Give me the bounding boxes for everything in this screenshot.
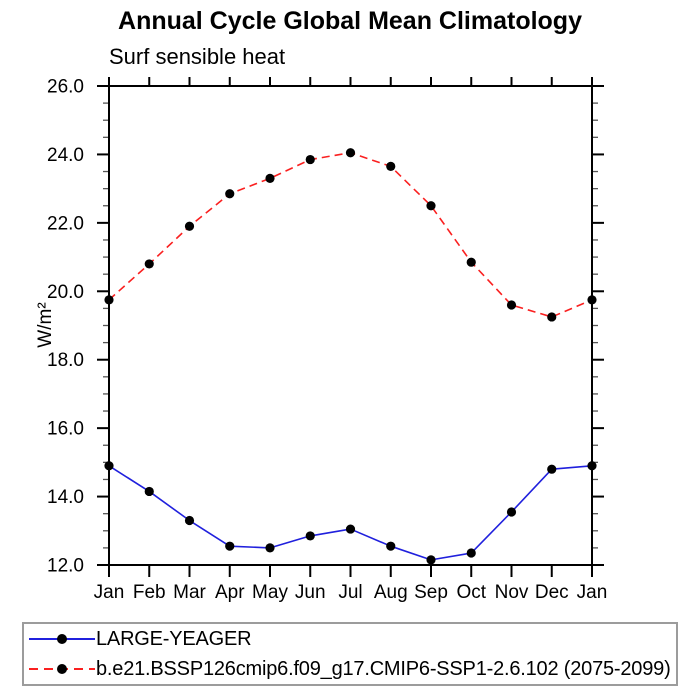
x-tick-label: Dec [535,582,569,603]
data-point-marker [547,312,557,322]
x-tick-label: Oct [456,582,486,603]
data-point-marker [225,541,235,551]
data-point-marker [345,524,356,534]
data-point-marker [184,221,195,231]
chart-subtitle: Surf sensible heat [109,44,286,69]
series-line-1 [108,151,593,318]
y-tick-label: 22.0 [47,213,84,234]
data-point-marker [547,464,557,474]
data-point-marker [426,201,436,211]
data-point-marker [104,461,114,471]
data-point-marker [265,543,275,553]
data-point-marker [506,300,517,310]
data-point-marker [587,461,597,471]
x-tick-label: Nov [495,582,529,603]
data-point-marker [144,259,154,269]
data-point-marker [386,541,396,551]
legend-box: LARGE-YEAGER b.e21.BSSP126cmip6.f09_g17.… [22,622,678,686]
legend-dot-icon [57,664,67,674]
plot-border [108,85,593,566]
x-tick-label: Aug [374,582,408,603]
legend-item-large-yeager: LARGE-YEAGER [26,624,676,654]
y-tick-label: 12.0 [47,556,84,577]
series-line-0 [108,464,593,561]
x-tick-label: Feb [133,582,166,603]
data-point-marker [184,515,195,526]
x-tick-label: Mar [173,582,206,603]
chart-title: Annual Cycle Global Mean Climatology [118,7,582,35]
data-point-marker [587,295,597,305]
y-tick-label: 16.0 [47,419,84,440]
y-tick-label: 14.0 [47,487,84,508]
data-point-marker [386,161,396,172]
x-tick-label: Jul [338,582,362,603]
data-point-marker [265,173,275,183]
solid-line-marker-icon [29,634,95,644]
data-point-marker [345,148,356,158]
y-tick-label: 18.0 [47,350,84,371]
y-tick-label: 20.0 [47,282,84,303]
plot-area: 12.0 14.0 16.0 18.0 20.0 22.0 24.0 26.0 Jan Feb Ma… [47,77,608,604]
y-tick-label: 24.0 [47,145,84,166]
legend-dot-icon [57,634,67,644]
data-point-marker [506,507,517,517]
legend-label-large-yeager: LARGE-YEAGER [96,627,252,650]
x-tick-label: Jan [94,582,125,603]
x-tick-label: Apr [215,582,245,603]
y-tick-label: 26.0 [47,77,84,98]
data-point-marker [225,189,235,199]
data-point-marker [426,555,436,565]
data-point-marker [305,154,315,165]
dashed-line-marker-icon [29,664,95,674]
x-tick-label: Jun [295,582,326,603]
legend-label-cmip6-run: b.e21.BSSP126cmip6.f09_g17.CMIP6-SSP1-2.… [96,657,671,680]
data-point-marker [305,531,315,541]
x-tick-label: Jan [577,582,608,603]
legend-item-cmip6-run: b.e21.BSSP126cmip6.f09_g17.CMIP6-SSP1-2.… [26,654,676,684]
x-tick-label: Sep [414,582,448,603]
data-point-marker [144,486,154,497]
data-point-marker [104,295,114,305]
data-point-marker [466,257,476,267]
data-point-marker [466,548,476,558]
x-tick-label: May [252,582,288,603]
